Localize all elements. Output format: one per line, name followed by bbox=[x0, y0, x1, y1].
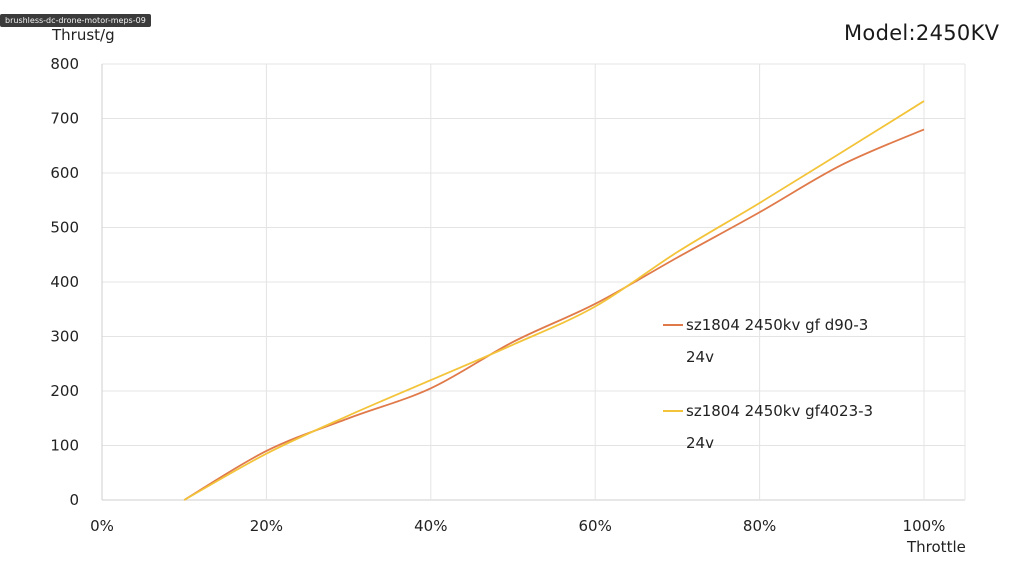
legend-label-2: sz1804 2450kv gf4023-3 bbox=[686, 402, 873, 420]
series-line-2 bbox=[183, 100, 925, 501]
tab-title-badge[interactable]: brushless-dc-drone-motor-meps-09 bbox=[0, 14, 151, 27]
y-tick-label: 300 bbox=[50, 328, 79, 346]
y-tick-label: 200 bbox=[50, 382, 79, 400]
y-tick-label: 400 bbox=[50, 273, 79, 291]
x-tick-label: 40% bbox=[414, 517, 447, 535]
x-axis-title: Throttle bbox=[906, 538, 966, 556]
legend-label-1: sz1804 2450kv gf d90-3 bbox=[686, 316, 868, 334]
y-tick-label: 100 bbox=[50, 437, 79, 455]
x-tick-label: 0% bbox=[90, 517, 114, 535]
model-label: Model:2450KV bbox=[844, 21, 1000, 45]
x-tick-label: 100% bbox=[903, 517, 946, 535]
y-tick-label: 700 bbox=[50, 110, 79, 128]
x-tick-label: 20% bbox=[250, 517, 283, 535]
legend-label-1-line2: 24v bbox=[686, 348, 714, 366]
y-tick-label: 0 bbox=[69, 491, 79, 509]
y-tick-label: 500 bbox=[50, 219, 79, 237]
series-lines bbox=[183, 100, 925, 501]
series-line-1 bbox=[183, 128, 925, 501]
y-axis-title: Thrust/g bbox=[51, 26, 115, 44]
legend: sz1804 2450kv gf d90-3 24v sz1804 2450kv g… bbox=[663, 316, 873, 452]
legend-label-2-line2: 24v bbox=[686, 434, 714, 452]
y-tick-label: 800 bbox=[50, 55, 79, 73]
x-tick-label: 80% bbox=[743, 517, 776, 535]
grid-lines bbox=[101, 63, 966, 501]
tick-labels: 0 100 200 300 400 500 600 700 800 0% 20% 40% 60% 80% 1… bbox=[50, 55, 945, 535]
y-tick-label: 600 bbox=[50, 164, 79, 182]
x-tick-label: 60% bbox=[579, 517, 612, 535]
